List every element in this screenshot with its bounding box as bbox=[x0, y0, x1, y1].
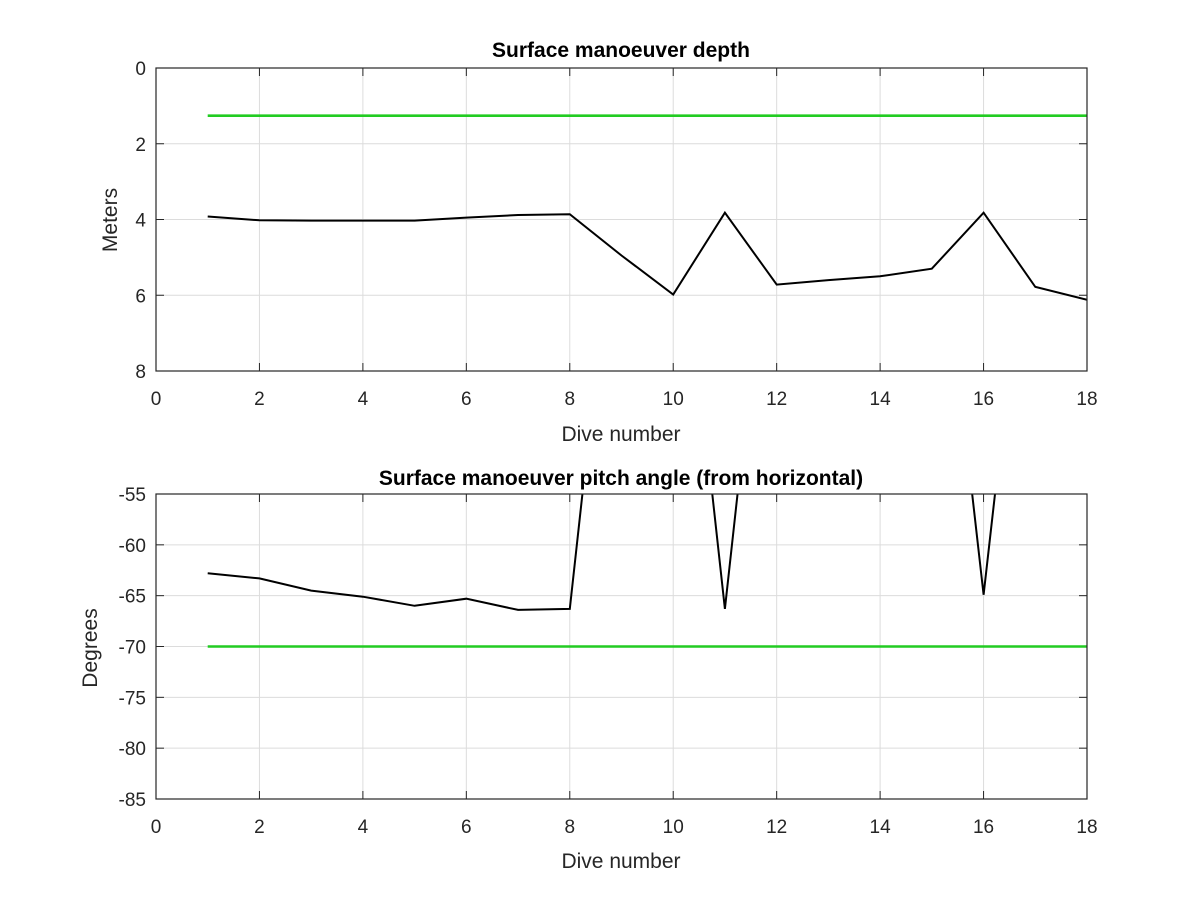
depth-plot-x-tick-label: 14 bbox=[870, 389, 892, 410]
pitch-plot-x-tick-label: 12 bbox=[766, 817, 787, 838]
depth-plot-x-tick-label: 10 bbox=[663, 389, 684, 410]
depth-plot-title: Surface manoeuver depth bbox=[492, 39, 750, 62]
pitch-plot-y-tick-label: -80 bbox=[119, 739, 146, 760]
pitch-plot-x-tick-label: 14 bbox=[870, 817, 892, 838]
depth-plot-x-tick-label: 2 bbox=[254, 389, 265, 410]
pitch-plot-axes-frame bbox=[155, 493, 1088, 800]
pitch-plot-ylabel: Degrees bbox=[79, 608, 102, 687]
depth-plot-y-tick-label: 6 bbox=[135, 286, 146, 307]
depth-plot-x-tick-label: 6 bbox=[461, 389, 472, 410]
pitch-plot-x-tick-label: 6 bbox=[461, 817, 472, 838]
pitch-plot-y-tick-label: -85 bbox=[119, 790, 146, 811]
pitch-plot-x-tick-label: 18 bbox=[1076, 817, 1097, 838]
depth-plot-y-tick-label: 0 bbox=[135, 59, 146, 80]
depth-plot: Surface manoeuver depth Dive number Mete… bbox=[99, 39, 1098, 446]
pitch-plot-x-tick-label: 4 bbox=[358, 817, 369, 838]
depth-plot-y-tick-label: 8 bbox=[135, 362, 146, 383]
pitch-plot-xlabel: Dive number bbox=[561, 850, 680, 873]
depth-plot-y-tick-label: 2 bbox=[135, 135, 146, 156]
depth-plot-x-tick-label: 12 bbox=[766, 389, 787, 410]
pitch-plot-x-tick-label: 10 bbox=[663, 817, 684, 838]
pitch-plot-data-line bbox=[207, 494, 997, 611]
pitch-plot-y-tick-label: -70 bbox=[119, 638, 146, 659]
depth-plot-xlabel: Dive number bbox=[561, 423, 680, 446]
pitch-plot-x-tick-label: 8 bbox=[564, 817, 575, 838]
depth-plot-grid bbox=[155, 67, 1088, 372]
pitch-plot-x-tick-label: 0 bbox=[151, 817, 162, 838]
pitch-plot-x-tick-label: 2 bbox=[254, 817, 265, 838]
depth-plot-x-tick-label: 18 bbox=[1076, 389, 1097, 410]
depth-plot-ylabel: Meters bbox=[99, 188, 122, 252]
depth-plot-x-tick-label: 0 bbox=[151, 389, 162, 410]
depth-plot-y-tick-label: 4 bbox=[135, 211, 146, 232]
depth-plot-axes-frame bbox=[155, 67, 1088, 372]
pitch-plot-y-tick-label: -75 bbox=[119, 688, 146, 709]
pitch-plot-y-tick-label: -65 bbox=[119, 587, 146, 608]
depth-plot-x-tick-label: 4 bbox=[358, 389, 369, 410]
pitch-plot-title: Surface manoeuver pitch angle (from hori… bbox=[379, 467, 863, 490]
pitch-plot-y-tick-label: -55 bbox=[119, 485, 146, 506]
pitch-plot: Surface manoeuver pitch angle (from hori… bbox=[79, 467, 1098, 873]
depth-plot-series-group bbox=[207, 114, 1087, 301]
depth-plot-x-tick-label: 8 bbox=[564, 389, 575, 410]
depth-plot-x-tick-label: 16 bbox=[973, 389, 994, 410]
depth-plot-data-line bbox=[207, 210, 1087, 301]
pitch-plot-x-tick-label: 16 bbox=[973, 817, 994, 838]
pitch-plot-series-group bbox=[207, 494, 1087, 648]
pitch-plot-y-tick-label: -60 bbox=[119, 536, 146, 557]
